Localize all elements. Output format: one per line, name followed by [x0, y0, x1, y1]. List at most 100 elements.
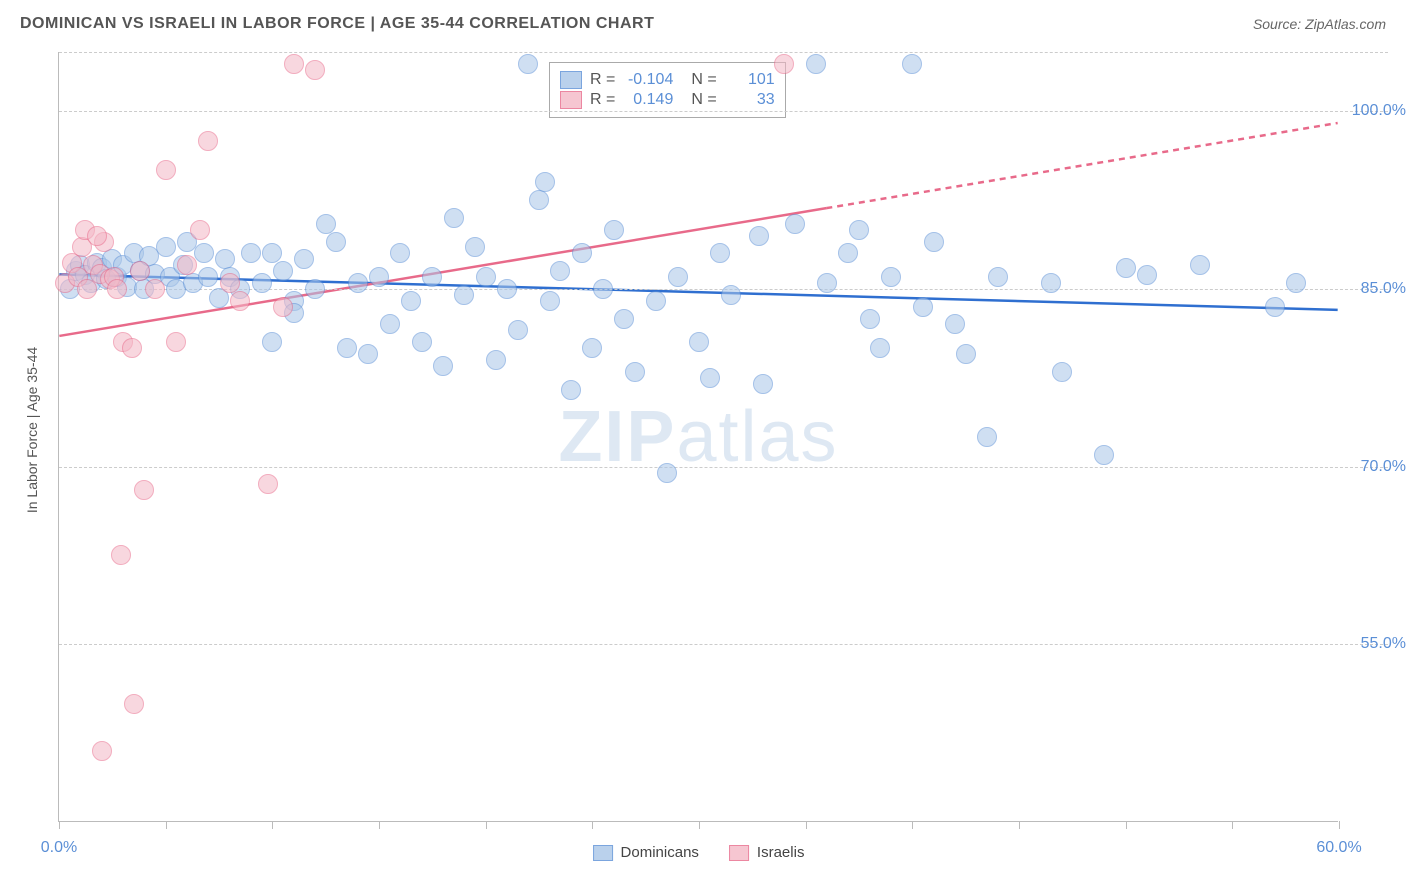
- scatter-dot: [582, 338, 602, 358]
- scatter-dot: [258, 474, 278, 494]
- scatter-dot: [273, 261, 293, 281]
- x-tick: [486, 821, 487, 829]
- scatter-dot: [130, 261, 150, 281]
- scatter-dot: [806, 54, 826, 74]
- scatter-dot: [194, 243, 214, 263]
- scatter-dot: [305, 279, 325, 299]
- legend-label: Israelis: [757, 844, 805, 861]
- grid-line: [59, 111, 1388, 112]
- scatter-dot: [87, 226, 107, 246]
- scatter-dot: [433, 356, 453, 376]
- scatter-dot: [156, 237, 176, 257]
- scatter-dot: [316, 214, 336, 234]
- scatter-dot: [753, 374, 773, 394]
- scatter-dot: [668, 267, 688, 287]
- y-tick-label: 55.0%: [1361, 635, 1406, 653]
- legend-series: Dominicans Israelis: [593, 844, 805, 861]
- scatter-dot: [326, 232, 346, 252]
- scatter-dot: [700, 368, 720, 388]
- scatter-dot: [657, 463, 677, 483]
- scatter-dot: [838, 243, 858, 263]
- scatter-dot: [508, 320, 528, 340]
- x-tick-label: 60.0%: [1316, 839, 1361, 857]
- scatter-dot: [945, 314, 965, 334]
- x-tick: [379, 821, 380, 829]
- scatter-dot: [518, 54, 538, 74]
- scatter-dot: [593, 279, 613, 299]
- legend-swatch: [560, 91, 582, 109]
- x-tick: [592, 821, 593, 829]
- scatter-dot: [1116, 258, 1136, 278]
- legend-correlation-box: R =-0.104N =101R =0.149N =33: [549, 62, 786, 118]
- scatter-dot: [1265, 297, 1285, 317]
- y-tick-label: 100.0%: [1352, 102, 1406, 120]
- legend-r-value: 0.149: [623, 91, 673, 109]
- scatter-dot: [646, 291, 666, 311]
- legend-n-value: 101: [725, 71, 775, 89]
- scatter-dot: [486, 350, 506, 370]
- scatter-dot: [529, 190, 549, 210]
- scatter-dot: [625, 362, 645, 382]
- legend-swatch: [593, 845, 613, 861]
- scatter-dot: [1041, 273, 1061, 293]
- scatter-dot: [230, 291, 250, 311]
- scatter-dot: [156, 160, 176, 180]
- scatter-dot: [294, 249, 314, 269]
- x-tick: [699, 821, 700, 829]
- scatter-dot: [444, 208, 464, 228]
- plot-area: ZIPatlas R =-0.104N =101R =0.149N =33 Do…: [58, 52, 1338, 822]
- legend-r-key: R =: [590, 91, 615, 109]
- scatter-dot: [860, 309, 880, 329]
- legend-swatch: [729, 845, 749, 861]
- legend-r-key: R =: [590, 71, 615, 89]
- scatter-dot: [92, 741, 112, 761]
- scatter-dot: [166, 332, 186, 352]
- legend-label: Dominicans: [621, 844, 699, 861]
- scatter-dot: [774, 54, 794, 74]
- legend-r-value: -0.104: [623, 71, 673, 89]
- scatter-dot: [572, 243, 592, 263]
- legend-item: Dominicans: [593, 844, 699, 861]
- scatter-dot: [721, 285, 741, 305]
- scatter-dot: [337, 338, 357, 358]
- scatter-dot: [476, 267, 496, 287]
- legend-n-key: N =: [691, 91, 716, 109]
- scatter-dot: [124, 694, 144, 714]
- scatter-dot: [380, 314, 400, 334]
- scatter-dot: [262, 243, 282, 263]
- scatter-dot: [412, 332, 432, 352]
- scatter-dot: [817, 273, 837, 293]
- grid-line: [59, 467, 1388, 468]
- scatter-dot: [122, 338, 142, 358]
- scatter-dot: [1094, 445, 1114, 465]
- trend-lines: [59, 52, 1338, 821]
- scatter-dot: [561, 380, 581, 400]
- scatter-dot: [710, 243, 730, 263]
- x-tick: [1126, 821, 1127, 829]
- scatter-dot: [988, 267, 1008, 287]
- scatter-dot: [145, 279, 165, 299]
- scatter-dot: [1137, 265, 1157, 285]
- watermark-zip: ZIP: [558, 397, 676, 477]
- scatter-dot: [111, 545, 131, 565]
- scatter-dot: [977, 427, 997, 447]
- legend-row: R =0.149N =33: [560, 91, 775, 109]
- watermark: ZIPatlas: [558, 396, 838, 478]
- legend-item: Israelis: [729, 844, 805, 861]
- scatter-dot: [924, 232, 944, 252]
- scatter-dot: [1052, 362, 1072, 382]
- scatter-dot: [535, 172, 555, 192]
- scatter-dot: [614, 309, 634, 329]
- scatter-dot: [785, 214, 805, 234]
- scatter-dot: [401, 291, 421, 311]
- scatter-dot: [390, 243, 410, 263]
- scatter-dot: [284, 54, 304, 74]
- legend-row: R = -0.104 N = 101: [560, 71, 775, 89]
- legend-n-key: N =: [691, 71, 716, 89]
- x-tick: [1232, 821, 1233, 829]
- scatter-dot: [689, 332, 709, 352]
- scatter-dot: [1286, 273, 1306, 293]
- scatter-dot: [604, 220, 624, 240]
- scatter-dot: [215, 249, 235, 269]
- scatter-dot: [870, 338, 890, 358]
